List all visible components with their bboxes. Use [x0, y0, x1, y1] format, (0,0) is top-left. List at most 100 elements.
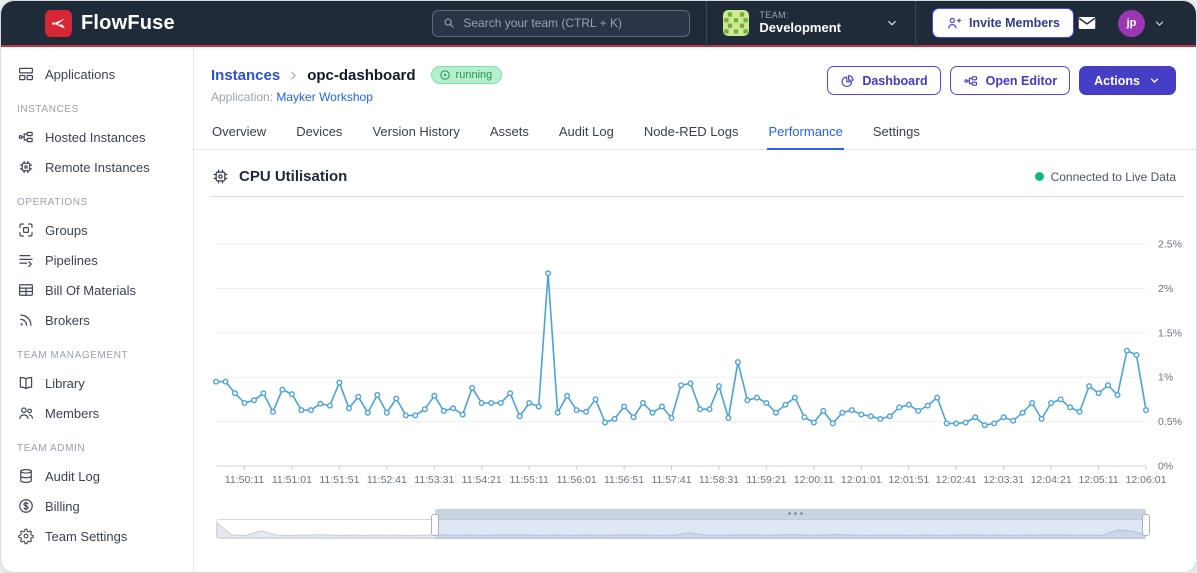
sidebar-item-hosted-instances[interactable]: Hosted Instances	[1, 122, 193, 152]
data-point[interactable]	[402, 412, 409, 419]
data-point[interactable]	[564, 392, 571, 399]
data-point[interactable]	[1038, 415, 1045, 422]
data-point[interactable]	[1048, 399, 1055, 406]
data-point[interactable]	[753, 394, 760, 401]
data-point[interactable]	[516, 413, 523, 420]
data-point[interactable]	[251, 397, 258, 404]
data-point[interactable]	[772, 409, 779, 416]
data-point[interactable]	[867, 413, 874, 420]
data-point[interactable]	[459, 411, 466, 418]
data-point[interactable]	[478, 399, 485, 406]
data-point[interactable]	[1057, 396, 1064, 403]
application-link[interactable]: Mayker Workshop	[276, 90, 373, 104]
data-point[interactable]	[507, 390, 514, 397]
data-point[interactable]	[621, 403, 628, 410]
brush-selection[interactable]	[435, 519, 1146, 539]
data-point[interactable]	[269, 408, 276, 415]
data-point[interactable]	[981, 422, 988, 429]
data-point[interactable]	[905, 401, 912, 408]
cpu-chart[interactable]: 0% 0.5% 1% 1.5% 2% 2.5% 11:50:11 11:51:01 11:51:…	[211, 206, 1186, 488]
brush-handle-left[interactable]	[431, 514, 440, 536]
breadcrumb-instances-link[interactable]: Instances	[211, 66, 281, 84]
team-search[interactable]	[432, 9, 691, 37]
brush-track[interactable]	[216, 519, 1146, 539]
data-point[interactable]	[1114, 391, 1121, 398]
data-point[interactable]	[697, 406, 704, 413]
data-point[interactable]	[288, 391, 295, 398]
data-point[interactable]	[611, 415, 618, 422]
data-point[interactable]	[1133, 351, 1140, 358]
data-point[interactable]	[915, 407, 922, 414]
data-point[interactable]	[716, 383, 723, 390]
sidebar-item-bill-of-materials[interactable]: Bill Of Materials	[1, 275, 193, 305]
data-point[interactable]	[791, 394, 798, 401]
actions-button[interactable]: Actions	[1079, 66, 1176, 95]
brush-grip-icon[interactable]	[787, 512, 803, 515]
brush-handle-right[interactable]	[1142, 514, 1150, 536]
data-point[interactable]	[1105, 382, 1112, 389]
data-point[interactable]	[279, 386, 286, 393]
data-point[interactable]	[877, 415, 884, 422]
data-point[interactable]	[687, 380, 694, 387]
data-point[interactable]	[972, 414, 979, 421]
tab-version-history[interactable]: Version History	[371, 117, 460, 150]
invite-members-button[interactable]: Invite Members	[931, 8, 1074, 38]
chart-zoom-brush[interactable]	[216, 509, 1150, 540]
data-point[interactable]	[307, 407, 314, 414]
data-point[interactable]	[839, 409, 846, 416]
data-point[interactable]	[820, 407, 827, 414]
data-point[interactable]	[943, 420, 950, 427]
data-point[interactable]	[526, 399, 533, 406]
data-point[interactable]	[213, 378, 219, 385]
data-point[interactable]	[497, 399, 504, 406]
data-point[interactable]	[630, 414, 637, 421]
data-point[interactable]	[782, 401, 789, 408]
data-point[interactable]	[602, 419, 609, 426]
data-point[interactable]	[1143, 407, 1150, 414]
data-point[interactable]	[421, 406, 428, 413]
data-point[interactable]	[317, 400, 324, 407]
data-point[interactable]	[355, 393, 362, 400]
data-point[interactable]	[383, 409, 390, 416]
sidebar-item-groups[interactable]: Groups	[1, 215, 193, 245]
data-point[interactable]	[431, 392, 438, 399]
sidebar-item-remote-instances[interactable]: Remote Instances	[1, 152, 193, 182]
data-point[interactable]	[469, 384, 476, 391]
data-point[interactable]	[1067, 404, 1074, 411]
tab-audit-log[interactable]: Audit Log	[558, 117, 615, 150]
data-point[interactable]	[896, 404, 903, 411]
data-point[interactable]	[222, 378, 229, 385]
data-point[interactable]	[886, 413, 893, 420]
data-point[interactable]	[934, 394, 941, 401]
tab-assets[interactable]: Assets	[489, 117, 530, 150]
dashboard-button[interactable]: Dashboard	[827, 66, 941, 95]
data-point[interactable]	[858, 411, 865, 418]
data-point[interactable]	[1086, 383, 1093, 390]
data-point[interactable]	[829, 420, 836, 427]
search-input[interactable]	[463, 16, 681, 30]
data-point[interactable]	[412, 412, 419, 419]
data-point[interactable]	[678, 382, 685, 389]
data-point[interactable]	[991, 420, 998, 427]
data-point[interactable]	[763, 399, 770, 406]
data-point[interactable]	[345, 405, 352, 412]
data-point[interactable]	[1010, 417, 1017, 424]
data-point[interactable]	[583, 408, 590, 415]
data-point[interactable]	[374, 391, 381, 398]
data-point[interactable]	[801, 414, 808, 421]
data-point[interactable]	[953, 420, 960, 427]
data-point[interactable]	[260, 390, 267, 397]
data-point[interactable]	[668, 414, 675, 421]
data-point[interactable]	[393, 395, 400, 402]
data-point[interactable]	[554, 409, 561, 416]
team-selector[interactable]: TEAM: Development	[723, 10, 899, 36]
tab-settings[interactable]: Settings	[872, 117, 921, 150]
sidebar-item-brokers[interactable]: Brokers	[1, 305, 193, 335]
data-point[interactable]	[848, 407, 855, 414]
data-point[interactable]	[232, 390, 239, 397]
data-point[interactable]	[336, 379, 343, 386]
data-point[interactable]	[1095, 390, 1102, 397]
data-point[interactable]	[535, 403, 542, 410]
data-point[interactable]	[364, 409, 371, 416]
data-point[interactable]	[810, 419, 817, 426]
